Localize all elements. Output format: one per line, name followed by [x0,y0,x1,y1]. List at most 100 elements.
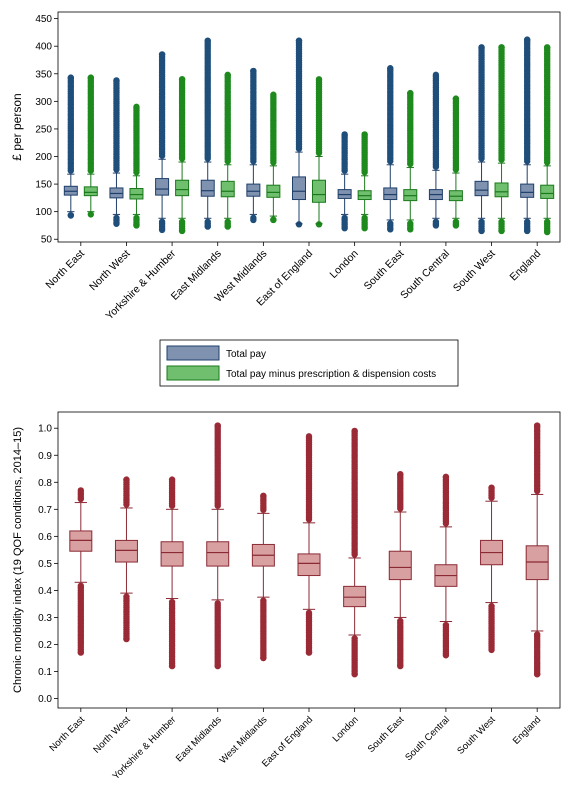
y-tick-label: 0.2 [38,640,52,651]
iqr-box [220,180,235,198]
outlier-point [224,223,231,230]
iqr-box [83,186,98,197]
y-tick-label: 200 [35,152,52,163]
boxplot-north-west-pay [109,77,124,227]
outlier-point [397,470,404,478]
outlier-point [168,662,176,670]
y-tick-label: 250 [35,124,52,135]
y-tick-label: 0.5 [38,559,52,570]
iqr-box [69,530,93,552]
outlier-point [488,646,495,654]
boxplot-england-pay [520,36,535,235]
boxplot-north-east-pay [63,74,78,219]
y-tick-label: 0.1 [38,667,52,678]
boxplot-england [525,422,549,678]
y-tick-label: 0.4 [38,586,52,597]
outlier-point [341,131,348,138]
outlier-point [452,222,460,229]
boxplot-south-west [480,484,504,654]
outlier-point [432,71,440,79]
boxplot-england-minus [540,44,555,236]
y-tick-label: 350 [35,69,52,80]
outlier-point [178,227,186,235]
boxplot-east-midlands-pay [200,37,215,230]
iqr-box [114,539,138,563]
legend-swatch-total-pay-minus [166,365,220,381]
outlier-point [204,37,211,44]
outlier-point [67,74,75,81]
outlier-point [442,473,450,481]
iqr-box [343,585,367,608]
y-tick-label: 400 [35,42,52,53]
outlier-point [533,422,541,429]
iqr-box [129,187,144,200]
outlier-point [533,671,541,678]
iqr-box [312,179,326,203]
outlier-point [87,211,95,218]
iqr-box [388,550,412,581]
y-tick-label: 0.9 [38,451,52,462]
boxplot-north-west [114,476,138,643]
outlier-point [224,71,231,79]
outlier-point [305,433,313,440]
y-tick-label: 0.8 [38,478,52,489]
bottom-y-ticks: 0.0 0.1 0.2 0.3 0.4 0.5 0.6 0.7 0.8 0.9 1.0 [38,424,58,705]
boxplot-east-midlands [206,422,230,670]
outlier-point [87,74,95,81]
outlier-point [133,103,140,111]
outlier-point [250,67,257,75]
boxplot-south-central-pay [428,71,443,229]
boxplot-london [343,427,367,678]
boxplot-yorkshire-humber-pay [155,51,170,234]
y-tick-label: 0.3 [38,613,52,624]
outlier-point [361,131,368,138]
outlier-point [315,76,323,83]
outlier-point [341,225,348,232]
outlier-point [387,65,394,72]
iqr-box [474,180,489,197]
top-y-axis-label: £ per person [10,93,24,160]
outlier-point [315,221,323,228]
outlier-point [113,77,120,84]
iqr-box [246,183,261,197]
outlier-point [432,222,440,229]
iqr-box [155,178,170,196]
outlier-point [214,662,221,670]
boxplot-west-midlands-minus [266,91,281,224]
y-tick-label: 100 [35,207,52,218]
outlier-point [498,227,505,235]
boxplot-yorkshire-humber-minus [175,76,190,235]
boxplot-north-west-minus [129,103,144,229]
bottom-boxplots [69,422,549,678]
top-y-ticks: 50 100 150 200 250 300 350 400 450 [35,14,58,246]
outlier-point [204,223,211,230]
boxplot-east-of-england [297,433,321,656]
outlier-point [168,476,176,483]
iqr-box [292,176,306,201]
outlier-point [250,216,257,224]
outlier-point [178,76,186,83]
outlier-point [214,422,221,429]
boxplot-south-east-pay [383,65,398,233]
boxplot-north-east [69,487,93,656]
outlier-point [260,492,267,499]
y-tick-label: 300 [35,97,52,108]
legend-label-total-pay: Total pay [226,349,266,360]
outlier-point [133,222,140,229]
bottom-y-axis-label: Chronic morbidity index (19 QOF conditio… [12,427,24,693]
outlier-point [305,649,313,656]
outlier-point [295,37,303,44]
outlier-point [295,221,303,228]
outlier-point [407,89,414,97]
boxplot-west-midlands [251,492,275,662]
outlier-point [397,662,404,670]
iqr-box [297,553,321,577]
y-tick-label: 150 [35,180,52,191]
boxplot-east-of-england-pay [292,37,306,228]
top-boxplots [63,36,555,236]
outlier-point [77,487,85,494]
outlier-point [270,91,277,98]
outlier-point [478,227,485,235]
iqr-box [160,541,184,567]
